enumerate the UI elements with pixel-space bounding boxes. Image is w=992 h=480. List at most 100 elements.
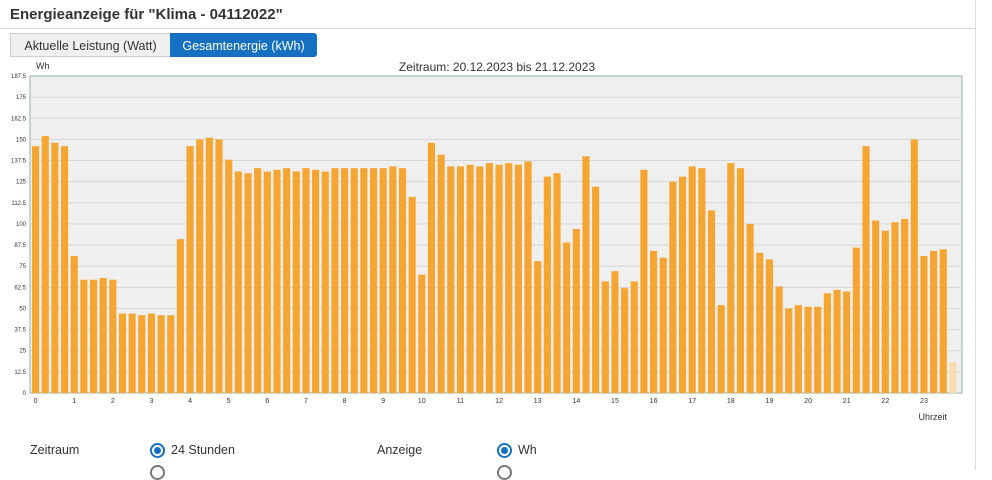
- x-tick-label: 5: [227, 398, 231, 405]
- bar: [118, 313, 127, 393]
- bar: [543, 176, 551, 393]
- bar: [215, 139, 223, 393]
- x-tick-label: 10: [418, 398, 426, 405]
- bar: [881, 230, 889, 393]
- bar: [312, 169, 320, 393]
- anzeige-option-label: Wh: [518, 443, 537, 457]
- bar: [321, 171, 329, 393]
- x-tick-label: 9: [381, 398, 385, 405]
- zeitraum-option-2-radio[interactable]: [150, 465, 165, 480]
- x-tick-label: 11: [457, 398, 464, 405]
- zeitraum-option-24h[interactable]: 24 Stunden: [150, 443, 235, 459]
- x-tick-label: 19: [766, 398, 774, 405]
- bar: [369, 168, 378, 393]
- bar: [514, 164, 522, 393]
- x-tick-label: 2: [111, 398, 115, 405]
- tab-gesamtenergie[interactable]: Gesamtenergie (kWh): [170, 33, 317, 57]
- bar: [717, 305, 725, 393]
- radio-selected-icon: [150, 443, 165, 459]
- x-tick-label: 15: [611, 398, 619, 405]
- y-tick-label: 100: [16, 222, 27, 228]
- bar: [823, 293, 831, 393]
- bar: [89, 279, 98, 393]
- y-tick-label: 125: [16, 180, 27, 186]
- y-tick-label: 37.5: [14, 328, 26, 334]
- x-tick-label: 1: [72, 398, 76, 405]
- bar: [476, 166, 484, 393]
- bar: [41, 136, 49, 393]
- x-tick-label: 3: [149, 398, 153, 405]
- bar: [862, 146, 870, 393]
- x-tick-label: 12: [495, 398, 503, 405]
- bar: [852, 247, 860, 393]
- bar: [611, 271, 619, 393]
- x-tick-label: 13: [534, 398, 542, 405]
- bar: [186, 146, 194, 393]
- bar: [650, 250, 658, 393]
- x-tick-label: 4: [188, 398, 192, 405]
- bar: [794, 305, 802, 393]
- title-divider: [0, 28, 975, 29]
- bar: [640, 169, 648, 393]
- anzeige-option-2-radio[interactable]: [497, 465, 512, 480]
- bar: [746, 223, 754, 393]
- bar: [756, 252, 764, 393]
- x-tick-label: 6: [265, 398, 269, 405]
- bar: [205, 137, 213, 393]
- bar: [398, 168, 407, 393]
- bar: [350, 168, 358, 393]
- bar: [572, 229, 580, 393]
- period-text: Zeitraum: 20.12.2023 bis 21.12.2023: [398, 60, 596, 74]
- bar: [601, 281, 609, 393]
- bar: [534, 261, 542, 393]
- bar: [630, 281, 638, 393]
- bar: [582, 156, 590, 393]
- energy-bar-chart: 012.52537.55062.57587.5100112.5125137.51…: [11, 62, 963, 422]
- bar: [891, 222, 899, 393]
- x-tick-label: 16: [650, 398, 658, 405]
- tab-bar: Aktuelle Leistung (Watt) Gesamtenergie (…: [10, 33, 317, 57]
- bar: [872, 220, 880, 393]
- bar: [80, 279, 88, 393]
- bar: [524, 161, 532, 393]
- y-tick-label: 187.5: [11, 74, 27, 80]
- zeitraum-label: Zeitraum: [30, 443, 80, 457]
- x-tick-label: 22: [881, 398, 889, 405]
- x-tick-label: 23: [920, 398, 928, 405]
- tab-aktuelle-leistung[interactable]: Aktuelle Leistung (Watt): [10, 33, 170, 57]
- anzeige-label: Anzeige: [377, 443, 423, 457]
- bar: [408, 196, 416, 393]
- bar: [669, 181, 677, 393]
- bar: [785, 308, 793, 393]
- bar: [109, 279, 117, 393]
- bar: [698, 168, 706, 393]
- bar: [51, 142, 59, 393]
- bar: [331, 168, 339, 393]
- bar: [360, 168, 368, 393]
- x-tick-label: 8: [343, 398, 347, 405]
- bar: [128, 313, 136, 393]
- bar: [707, 210, 716, 393]
- bar: [485, 163, 493, 393]
- right-divider: [975, 0, 976, 470]
- bar: [341, 168, 349, 393]
- page-title: Energieanzeige für "Klima - 04112022": [10, 6, 283, 23]
- anzeige-option-wh[interactable]: Wh: [497, 443, 537, 459]
- y-tick-label: 25: [19, 349, 26, 355]
- bar: [901, 218, 909, 393]
- radio-selected-icon: [497, 443, 512, 459]
- y-tick-label: 112.5: [11, 201, 26, 207]
- bar: [254, 168, 262, 393]
- bar: [910, 139, 918, 393]
- y-axis-label: Wh: [36, 62, 50, 71]
- bar: [563, 242, 571, 393]
- bar: [505, 163, 513, 393]
- bar: [939, 249, 947, 393]
- bar: [157, 315, 165, 393]
- bar: [592, 186, 600, 393]
- bar: [736, 168, 745, 393]
- bar: [244, 173, 252, 393]
- bar: [263, 171, 271, 393]
- bar: [920, 256, 928, 393]
- bar: [196, 139, 204, 393]
